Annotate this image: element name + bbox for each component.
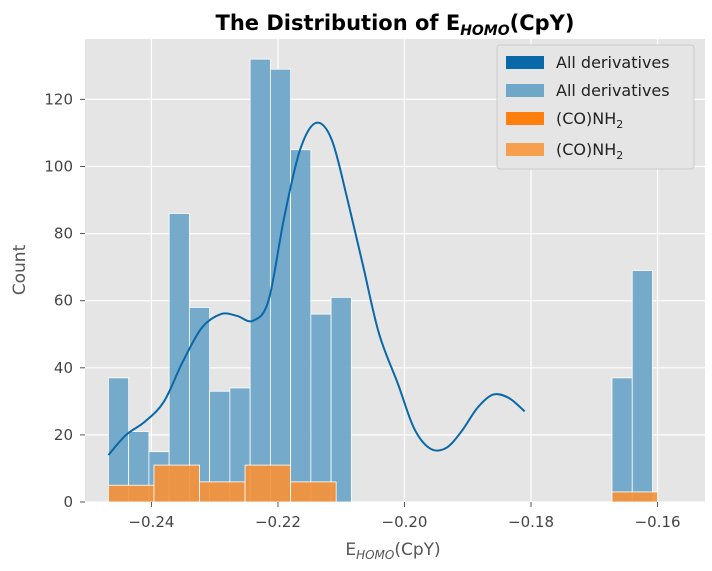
x-tick-label: −0.16: [635, 513, 681, 531]
legend-label-all: All derivatives: [556, 81, 670, 100]
chart-title-tail: (CpY): [510, 11, 575, 35]
histogram-bar-conh2: [153, 464, 200, 503]
legend-label-conh2: (CO)NH2: [556, 140, 623, 162]
x-axis-label-sub: HOMO: [356, 548, 394, 562]
legend-label-conh2-kde-sub: 2: [616, 118, 623, 131]
x-tick-label: −0.24: [128, 513, 174, 531]
legend-label-kde: All derivatives: [556, 53, 670, 72]
x-axis-label-tail: (CpY): [394, 540, 440, 560]
bars: [108, 58, 658, 503]
legend-swatch-all: [506, 84, 544, 97]
histogram-bar-conh2: [611, 491, 658, 503]
histogram-bar-all-derivatives: [631, 270, 653, 503]
legend-label-conh2-kde: (CO)NH2: [556, 109, 623, 131]
y-tick-label: 80: [54, 225, 73, 243]
x-tick-label: −0.22: [255, 513, 301, 531]
legend-swatch-conh2-kde: [506, 112, 544, 125]
legend-swatch-conh2: [506, 143, 544, 156]
histogram-bar-all-derivatives: [249, 58, 271, 503]
legend-label-conh2-main: (CO)NH: [556, 140, 616, 159]
legend-swatch-kde: [506, 56, 544, 69]
histogram-bar-conh2: [244, 464, 292, 503]
chart-title-main: The Distribution of E: [216, 11, 461, 35]
y-tick-label: 100: [44, 157, 73, 175]
kde-line: [107, 121, 526, 456]
legend-label-conh2-kde-main: (CO)NH: [556, 109, 616, 128]
y-tick-label: 40: [54, 359, 73, 377]
y-tick-label: 60: [54, 292, 73, 310]
chart-title: The Distribution of EHOMO(CpY): [216, 11, 575, 39]
histogram-bar-all-derivatives: [611, 377, 633, 503]
histogram-bar-all-derivatives: [108, 377, 130, 503]
histogram-bar-conh2: [199, 481, 246, 503]
y-axis-label: Count: [10, 244, 30, 295]
x-axis-ticks: −0.24 −0.22 −0.20 −0.18 −0.16: [128, 502, 681, 531]
legend-box: [496, 44, 695, 170]
y-axis-ticks: 0 20 40 60 80 100 120: [44, 90, 85, 511]
x-axis-label-main: E: [345, 540, 356, 560]
histogram-bar-conh2: [108, 484, 155, 503]
histogram-bar-all-derivatives: [330, 296, 352, 503]
x-tick-label: −0.18: [508, 513, 554, 531]
histogram-bar-all-derivatives: [168, 213, 190, 503]
histogram-bar-conh2: [290, 481, 337, 503]
histogram-bar-all-derivatives: [290, 149, 312, 503]
y-tick-label: 120: [44, 90, 73, 108]
legend-label-conh2-sub: 2: [616, 149, 623, 162]
chart-title-sub: HOMO: [460, 23, 510, 39]
y-tick-label: 20: [54, 426, 73, 444]
histogram-bar-all-derivatives: [269, 68, 292, 503]
legend: All derivatives All derivatives (CO)NH2 …: [496, 44, 695, 170]
histogram-bar-all-derivatives: [310, 313, 332, 503]
y-tick-label: 0: [63, 493, 73, 511]
x-axis-label: EHOMO(CpY): [345, 540, 440, 562]
x-tick-label: −0.20: [382, 513, 428, 531]
